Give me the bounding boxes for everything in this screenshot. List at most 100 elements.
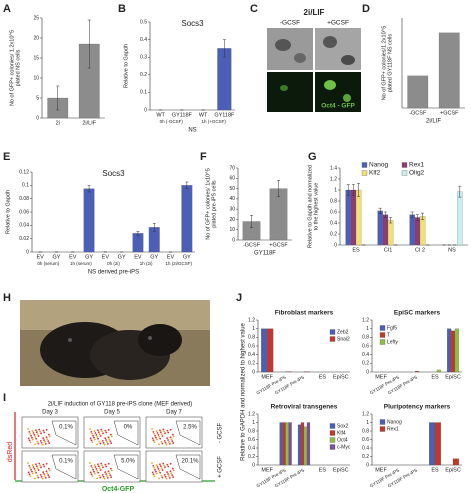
x-tick-label: +GCSF <box>440 110 459 116</box>
y-tick-label: 1 <box>252 420 255 426</box>
bar <box>409 214 415 246</box>
dot <box>169 428 172 431</box>
error-bar <box>458 185 462 198</box>
dot <box>163 473 166 476</box>
dot <box>91 466 94 469</box>
dot <box>154 434 156 437</box>
y-tick-label: 0 <box>252 369 255 375</box>
dot <box>96 469 99 472</box>
dot <box>42 437 45 440</box>
chart-title: Socs3 <box>181 19 204 28</box>
dot <box>104 437 107 440</box>
dot <box>110 433 112 436</box>
dot <box>155 438 158 441</box>
x-tick-label: EpiSC <box>333 467 349 473</box>
dot <box>31 472 34 475</box>
dot <box>172 476 175 478</box>
legend-label: Olig2 <box>409 170 425 177</box>
dot <box>166 471 169 474</box>
dot <box>172 442 175 444</box>
y-axis-label: plated NS cells <box>15 49 21 86</box>
dot <box>158 443 160 446</box>
dot <box>28 439 31 442</box>
legend-label: Lefty <box>387 339 398 345</box>
legend-swatch <box>329 437 336 443</box>
dot <box>151 471 154 474</box>
dot <box>33 468 36 470</box>
x-axis-label: 2i/LIF <box>426 119 441 125</box>
legend-label: Zeb2 <box>337 329 349 335</box>
error-bar <box>410 211 414 218</box>
dot <box>90 473 93 476</box>
dot <box>158 435 161 438</box>
dot <box>89 428 91 430</box>
x-tick-label: EpiSC <box>445 374 461 380</box>
y-axis-label: to the highest value <box>313 183 319 231</box>
bar <box>419 216 426 246</box>
dot <box>99 476 102 479</box>
dot <box>165 443 168 446</box>
legend-label: Snai2 <box>337 336 350 342</box>
legend-label: Fgf5 <box>387 325 397 331</box>
dot <box>110 469 113 472</box>
dot <box>170 472 173 475</box>
y-tick-label: 0.1 <box>140 90 147 96</box>
legend-swatch <box>401 170 408 176</box>
dot <box>89 462 91 464</box>
dot <box>90 439 93 442</box>
dot <box>110 442 113 444</box>
dot <box>35 437 38 440</box>
x-tick-label: ES <box>319 374 327 380</box>
dot <box>40 441 43 444</box>
error-bar <box>378 207 382 214</box>
dot <box>164 475 167 478</box>
plot-frame <box>83 450 141 483</box>
y-tick-label: 0.4 <box>248 352 255 358</box>
legend-label: Rex1 <box>409 162 425 169</box>
y-axis-label: No of GFP+ colonies/ 1.2x10^5 <box>9 30 15 106</box>
group-label: 1h (serum) <box>70 261 92 266</box>
dot <box>27 462 29 464</box>
gate <box>113 420 139 446</box>
y-tick-label: 10 <box>33 75 39 81</box>
dot <box>157 434 160 436</box>
plot-frame <box>145 416 203 449</box>
dot <box>91 432 94 435</box>
y-tick-label: 0.1 <box>22 183 29 189</box>
dot <box>95 468 98 470</box>
group-label: 0h (-GCSF) <box>160 119 184 124</box>
dot <box>101 473 104 476</box>
x-tick-label: EV <box>102 254 110 260</box>
x-tick-label: ES <box>431 467 439 473</box>
y-tick-label: 0.02 <box>19 236 29 242</box>
x-tick-label: 2i <box>56 120 60 126</box>
dot <box>47 474 50 477</box>
dot <box>37 442 40 445</box>
photo <box>20 300 210 386</box>
y-tick-label: 0.8 <box>248 428 255 434</box>
dot <box>104 471 107 474</box>
error-bar <box>421 212 425 220</box>
y-tick-label: 25 <box>33 15 39 21</box>
y-tick-label: 0.6 <box>362 437 369 443</box>
y-tick-label: 0.4 <box>140 37 147 43</box>
y-tick-label: 1 <box>334 187 337 193</box>
y-tick-label: 0.8 <box>330 198 337 204</box>
dot <box>172 467 174 470</box>
x-tick-label: ES <box>352 247 360 253</box>
dot <box>158 469 161 472</box>
y-axis-label: No of GFP+ colonies/1.2x10^5 <box>381 26 387 101</box>
dot <box>28 430 31 433</box>
axis-label: Relative to GAPDH and normalized to high… <box>241 322 247 460</box>
dot <box>160 440 163 443</box>
error-bar <box>389 217 393 224</box>
dot <box>44 441 46 443</box>
dot <box>151 437 154 440</box>
dot <box>153 432 156 435</box>
dot <box>41 477 44 480</box>
bar <box>285 422 289 466</box>
dot <box>31 436 33 439</box>
dot <box>98 467 101 470</box>
bar <box>457 191 463 246</box>
error-bar <box>222 39 226 58</box>
